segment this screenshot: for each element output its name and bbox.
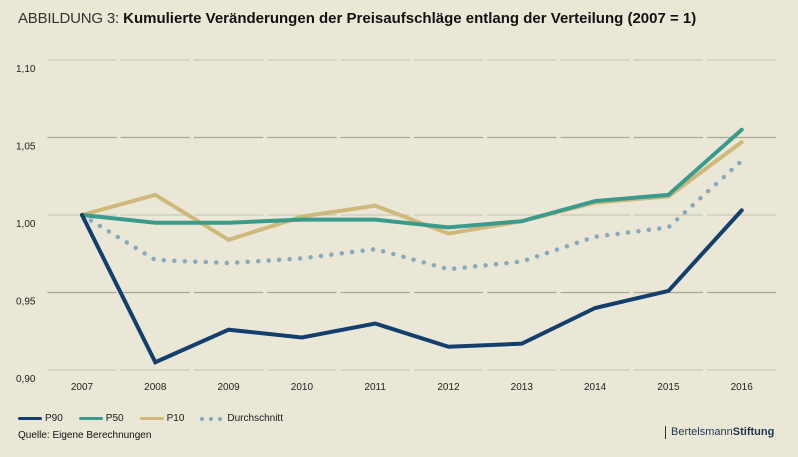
y-tick-label: 0,95 xyxy=(16,297,36,308)
chart-title: ABBILDUNG 3: Kumulierte Veränderungen de… xyxy=(18,10,696,27)
x-tick-label: 2011 xyxy=(364,382,386,393)
series-durchschnitt-line xyxy=(79,158,744,272)
legend-swatch xyxy=(200,416,223,421)
figure-label: ABBILDUNG 3: xyxy=(18,10,119,27)
x-tick-label: 2014 xyxy=(584,382,607,393)
y-tick-label: 1,05 xyxy=(16,142,36,153)
x-axis-ticks: 2007 2008 2009 2010 2011 2012 2013 2014 2015 2016 xyxy=(71,382,753,393)
brand-logo: BertelsmannStiftung xyxy=(665,426,774,439)
x-tick-label: 2015 xyxy=(657,382,680,393)
x-tick-label: 2010 xyxy=(291,382,314,393)
legend-item-p10: P10 xyxy=(139,413,185,424)
y-tick-label: 0,90 xyxy=(16,374,36,385)
y-tick-label: 1,10 xyxy=(16,64,36,75)
legend-swatch xyxy=(18,417,42,420)
x-tick-label: 2008 xyxy=(144,382,167,393)
x-tick-label: 2007 xyxy=(71,382,94,393)
legend-swatch xyxy=(78,417,103,420)
gridlines xyxy=(47,59,777,371)
legend-label: P90 xyxy=(45,413,63,424)
x-tick-label: 2016 xyxy=(731,382,754,393)
figure-title: Kumulierte Veränderungen der Preisaufsch… xyxy=(123,10,697,27)
x-tick-label: 2009 xyxy=(217,382,240,393)
y-tick-label: 1,00 xyxy=(16,219,36,230)
legend-item-p90: P90 xyxy=(18,413,63,424)
legend-label: P10 xyxy=(166,413,185,424)
y-axis-ticks: 0,90 0,95 1,00 1,05 1,10 xyxy=(16,64,36,385)
brand-part1: Bertelsmann xyxy=(671,426,733,438)
source-note: Quelle: Eigene Berechnungen xyxy=(18,430,152,441)
brand-part2: Stiftung xyxy=(732,426,775,438)
x-tick-label: 2013 xyxy=(511,382,534,393)
legend: P90 P50 P10 Durchschnitt xyxy=(18,413,293,424)
legend-label: Durchschnitt xyxy=(227,413,283,424)
series-p90-line xyxy=(80,208,744,365)
series-p50-line xyxy=(80,127,744,230)
legend-item-durchschnitt: Durchschnitt xyxy=(200,413,283,424)
series-lines xyxy=(79,127,744,365)
legend-item-p50: P50 xyxy=(78,413,124,424)
legend-label: P50 xyxy=(105,413,124,424)
x-tick-label: 2012 xyxy=(437,382,460,393)
legend-swatch xyxy=(139,417,164,420)
